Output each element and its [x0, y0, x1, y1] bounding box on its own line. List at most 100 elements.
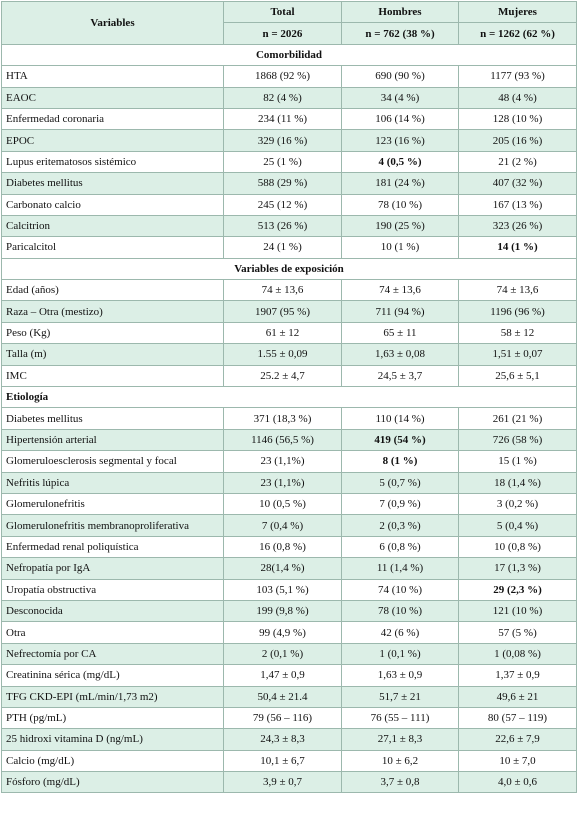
- cell-hombres: 5 (0,7 %): [341, 471, 459, 494]
- table-row: Enfermedad coronaria 234 (11 %) 106 (14 %)…: [1, 107, 577, 131]
- cell-total: 82 (4 %): [223, 86, 342, 109]
- cell-hombres: 106 (14 %): [341, 107, 459, 131]
- row-label: Lupus eritematosos sistémico: [1, 150, 224, 174]
- cell-mujeres: 128 (10 %): [458, 107, 577, 131]
- cell-mujeres: 10 (0,8 %): [458, 535, 577, 559]
- row-label: Paricalcitol: [1, 236, 224, 259]
- table-row: Diabetes mellitus 588 (29 %) 181 (24 %) 407…: [1, 172, 577, 195]
- cell-total: 28(1,4 %): [223, 557, 342, 580]
- cell-total: 1.55 ± 0,09: [223, 343, 342, 366]
- header-n-total: n = 2026: [223, 22, 342, 45]
- header-total: Total: [223, 0, 342, 24]
- cell-total: 3,9 ± 0,7: [223, 771, 342, 794]
- row-label: Raza – Otra (mestizo): [1, 300, 224, 323]
- cell-total: 74 ± 13,6: [223, 279, 342, 302]
- cell-mujeres: 29 (2,3 %): [458, 578, 577, 601]
- cell-total: 1146 (56,5 %): [223, 428, 342, 452]
- table-row: EAOC 82 (4 %) 34 (4 %) 48 (4 %): [1, 86, 577, 109]
- row-label: Calcio (mg/dL): [1, 749, 224, 773]
- cell-hombres: 2 (0,3 %): [341, 514, 459, 537]
- cell-total: 24,3 ± 8,3: [223, 728, 342, 751]
- cell-total: 50,4 ± 21.4: [223, 685, 342, 708]
- cell-mujeres: 17 (1,3 %): [458, 557, 577, 580]
- table-row: Nefropatía por IgA 28(1,4 %) 11 (1,4 %) 17 …: [1, 557, 577, 580]
- cell-hombres: 10 (1 %): [341, 236, 459, 259]
- cell-mujeres: 323 (26 %): [458, 214, 577, 238]
- cell-mujeres: 58 ± 12: [458, 321, 577, 345]
- cell-mujeres: 407 (32 %): [458, 172, 577, 195]
- table-row: TFG CKD-EPI (mL/min/1,73 m2) 50,4 ± 21.4 5…: [1, 685, 577, 708]
- cell-mujeres: 1177 (93 %): [458, 65, 577, 88]
- table-row: Carbonato calcio 245 (12 %) 78 (10 %) 167 (…: [1, 193, 577, 216]
- row-label: Creatinina sérica (mg/dL): [1, 664, 224, 687]
- cell-hombres: 27,1 ± 8,3: [341, 728, 459, 751]
- cell-total: 25 (1 %): [223, 150, 342, 174]
- section-heading-comorbilidad: Comorbilidad: [1, 43, 577, 67]
- cell-total: 2 (0,1 %): [223, 642, 342, 666]
- table-row: PTH (pg/mL) 79 (56 – 116) 76 (55 – 111) 80 …: [1, 706, 577, 730]
- row-label: Edad (años): [1, 279, 224, 302]
- cell-hombres: 42 (6 %): [341, 621, 459, 644]
- row-label: Calcitrion: [1, 214, 224, 238]
- header-n-mujeres: n = 1262 (62 %): [458, 22, 577, 45]
- table-row: Peso (Kg) 61 ± 12 65 ± 11 58 ± 12: [1, 321, 577, 345]
- cell-mujeres: 4,0 ± 0,6: [458, 771, 577, 794]
- table-row: HTA 1868 (92 %) 690 (90 %) 1177 (93 %): [1, 65, 577, 88]
- cell-hombres: 34 (4 %): [341, 86, 459, 109]
- cell-total: 513 (26 %): [223, 214, 342, 238]
- characteristics-table: Variables Total Hombres Mujeres n = 2026…: [1, 0, 577, 794]
- cell-mujeres: 3 (0,2 %): [458, 492, 577, 516]
- cell-total: 99 (4,9 %): [223, 621, 342, 644]
- cell-total: 103 (5,1 %): [223, 578, 342, 601]
- table-row: Calcitrion 513 (26 %) 190 (25 %) 323 (26 %): [1, 214, 577, 238]
- row-label: PTH (pg/mL): [1, 706, 224, 730]
- cell-total: 199 (9,8 %): [223, 599, 342, 623]
- cell-total: 234 (11 %): [223, 107, 342, 131]
- cell-total: 588 (29 %): [223, 172, 342, 195]
- cell-total: 1,47 ± 0,9: [223, 664, 342, 687]
- cell-hombres: 10 ± 6,2: [341, 749, 459, 773]
- row-label: Glomerulonefritis: [1, 492, 224, 516]
- cell-total: 23 (1,1%): [223, 471, 342, 494]
- row-label: Otra: [1, 621, 224, 644]
- table-row: Lupus eritematosos sistémico 25 (1 %) 4 (0…: [1, 150, 577, 174]
- cell-mujeres: 21 (2 %): [458, 150, 577, 174]
- cell-hombres: 110 (14 %): [341, 407, 459, 430]
- row-label: EPOC: [1, 129, 224, 152]
- row-label: HTA: [1, 65, 224, 88]
- table-row: Diabetes mellitus 371 (18,3 %) 110 (14 %) 2…: [1, 407, 577, 430]
- row-label: Glomeruloesclerosis segmental y focal: [1, 450, 224, 473]
- row-label: Enfermedad coronaria: [1, 107, 224, 131]
- table-row: Glomerulonefritis membranoproliferativa 7…: [1, 514, 577, 537]
- cell-total: 1868 (92 %): [223, 65, 342, 88]
- cell-mujeres: 74 ± 13,6: [458, 279, 577, 302]
- section-heading-exposicion: Variables de exposición: [1, 257, 577, 281]
- cell-total: 79 (56 – 116): [223, 706, 342, 730]
- cell-mujeres: 15 (1 %): [458, 450, 577, 473]
- cell-mujeres: 121 (10 %): [458, 599, 577, 623]
- cell-hombres: 6 (0,8 %): [341, 535, 459, 559]
- cell-total: 7 (0,4 %): [223, 514, 342, 537]
- table-body: Comorbilidad HTA 1868 (92 %) 690 (90 %) 1177…: [1, 43, 577, 794]
- cell-mujeres: 261 (21 %): [458, 407, 577, 430]
- cell-total: 329 (16 %): [223, 129, 342, 152]
- table-row: Enfermedad renal poliquística 16 (0,8 %) 6…: [1, 535, 577, 559]
- row-label: Enfermedad renal poliquística: [1, 535, 224, 559]
- section-heading-etiologia: Etiología: [1, 386, 577, 409]
- row-label: IMC: [1, 364, 224, 388]
- cell-total: 61 ± 12: [223, 321, 342, 345]
- cell-hombres: 65 ± 11: [341, 321, 459, 345]
- cell-hombres: 51,7 ± 21: [341, 685, 459, 708]
- cell-mujeres: 10 ± 7,0: [458, 749, 577, 773]
- table-row: Glomerulonefritis 10 (0,5 %) 7 (0,9 %) 3 (0…: [1, 492, 577, 516]
- row-label: Glomerulonefritis membranoproliferativa: [1, 514, 224, 537]
- cell-hombres: 190 (25 %): [341, 214, 459, 238]
- cell-total: 25.2 ± 4,7: [223, 364, 342, 388]
- row-label: EAOC: [1, 86, 224, 109]
- table-row: IMC 25.2 ± 4,7 24,5 ± 3,7 25,6 ± 5,1: [1, 364, 577, 388]
- table-row: 25 hidroxi vitamina D (ng/mL) 24,3 ± 8,3 2…: [1, 728, 577, 751]
- cell-hombres: 76 (55 – 111): [341, 706, 459, 730]
- table-row: Otra 99 (4,9 %) 42 (6 %) 57 (5 %): [1, 621, 577, 644]
- cell-mujeres: 726 (58 %): [458, 428, 577, 452]
- cell-total: 1907 (95 %): [223, 300, 342, 323]
